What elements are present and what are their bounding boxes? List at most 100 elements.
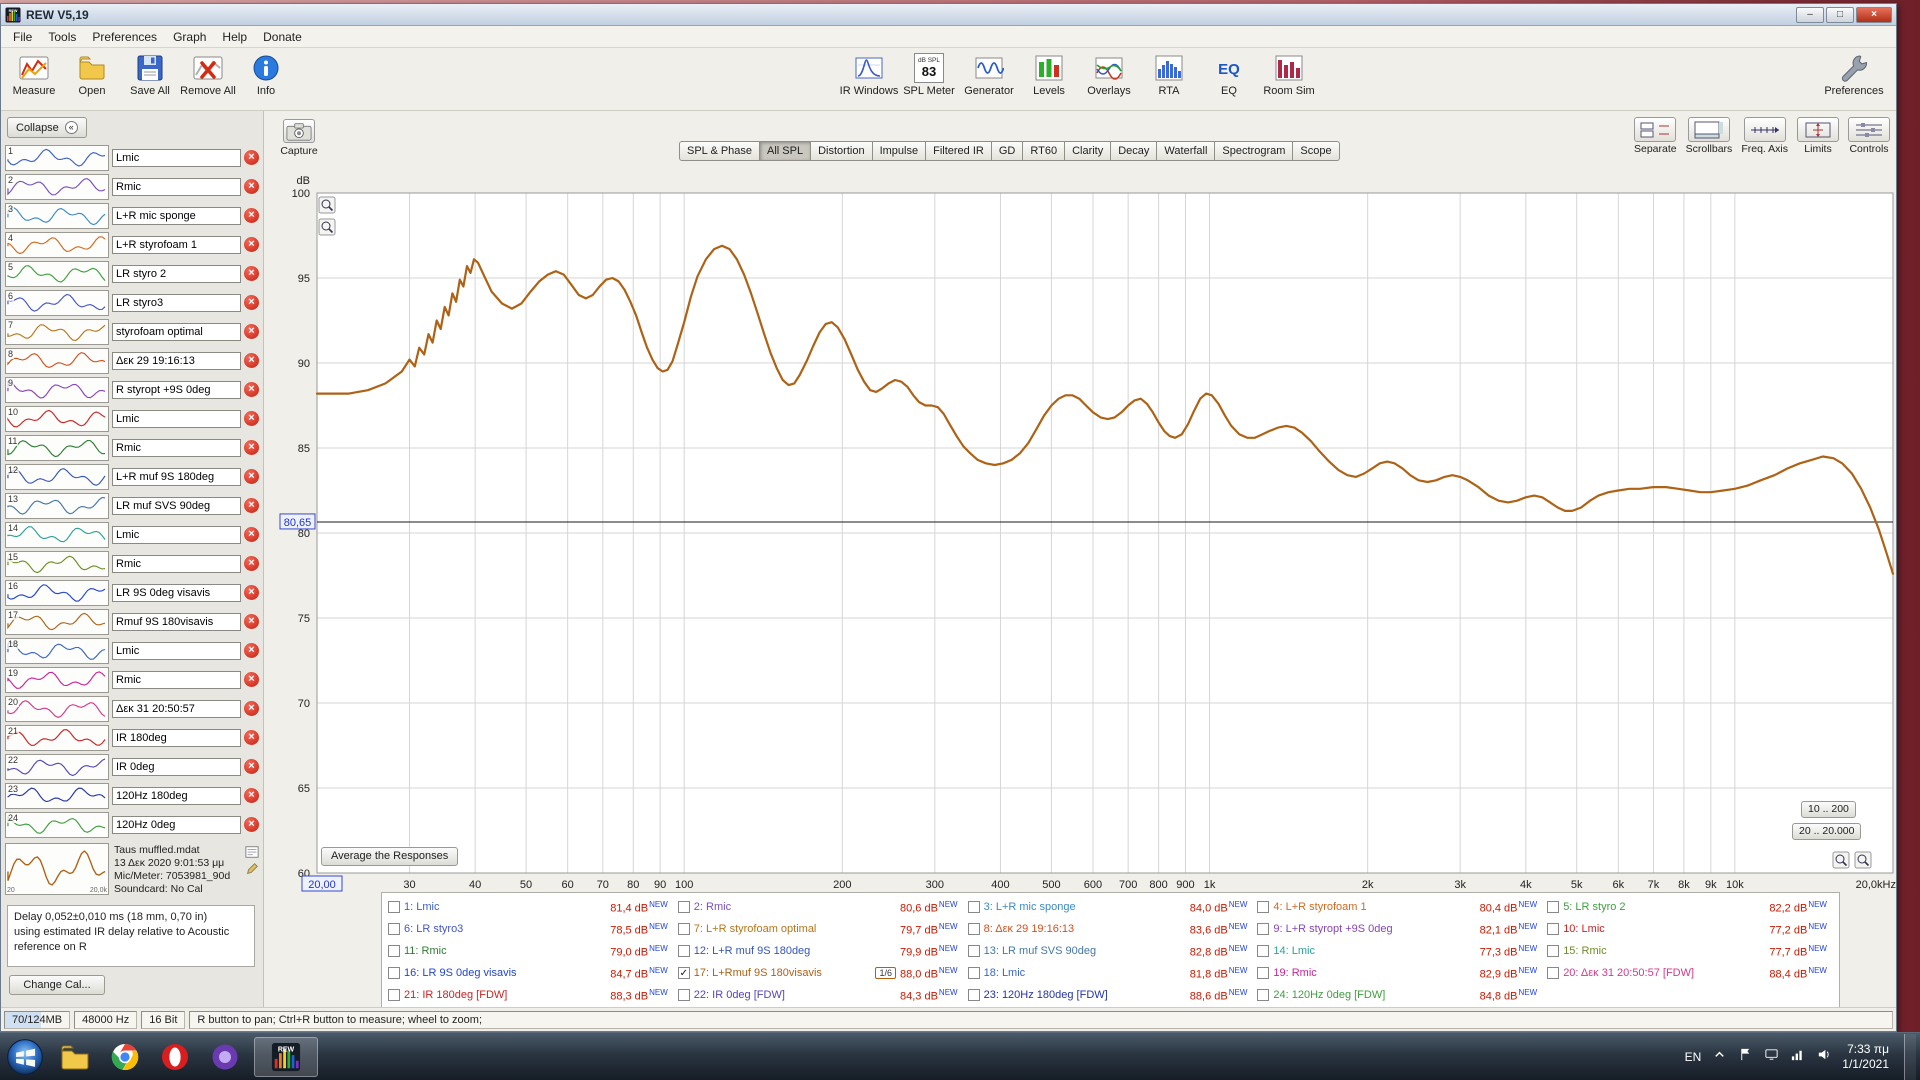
legend-checkbox[interactable] xyxy=(967,989,980,1001)
delete-measurement-button[interactable]: × xyxy=(244,759,259,774)
delete-measurement-button[interactable]: × xyxy=(244,469,259,484)
toolbar-ir-windows-button[interactable]: IR Windows xyxy=(839,51,899,97)
delete-measurement-button[interactable]: × xyxy=(244,817,259,832)
legend-checkbox[interactable] xyxy=(967,901,980,913)
volume-icon[interactable] xyxy=(1816,1047,1831,1067)
legend-checkbox[interactable] xyxy=(1547,901,1560,913)
measurement-name-input[interactable] xyxy=(112,757,241,776)
zoom-icon[interactable] xyxy=(318,196,336,214)
tab-spectrogram[interactable]: Spectrogram xyxy=(1215,141,1294,161)
graph-separate-button[interactable]: Separate xyxy=(1634,117,1677,155)
legend-name[interactable]: 20: Δεκ 31 20:50:57 [FDW] xyxy=(1563,967,1695,979)
measurement-thumbnail[interactable]: 11 xyxy=(5,434,109,461)
legend-checkbox[interactable] xyxy=(1257,945,1270,957)
legend-checkbox[interactable] xyxy=(967,945,980,957)
measurement-thumbnail[interactable]: 15 xyxy=(5,550,109,577)
legend-checkbox[interactable] xyxy=(1257,989,1270,1001)
measurement-thumbnail[interactable]: 16 xyxy=(5,579,109,606)
zoom-icon[interactable] xyxy=(1854,851,1872,869)
measurement-name-input[interactable] xyxy=(112,322,241,341)
chrome-icon[interactable] xyxy=(104,1036,146,1078)
legend-name[interactable]: 15: Rmic xyxy=(1563,945,1607,957)
legend-name[interactable]: 11: Rmic xyxy=(404,945,447,957)
chevron-up-icon[interactable] xyxy=(1712,1047,1727,1067)
capture-button[interactable]: Capture xyxy=(276,119,322,157)
delete-measurement-button[interactable]: × xyxy=(244,353,259,368)
legend-smoothing-badge[interactable]: 1/6 xyxy=(875,967,896,979)
measurement-name-input[interactable] xyxy=(112,786,241,805)
tab-all-spl[interactable]: All SPL xyxy=(760,141,812,161)
legend-name[interactable]: 19: Rmic xyxy=(1273,967,1317,979)
toolbar-generator-button[interactable]: Generator xyxy=(959,51,1019,97)
measurement-name-input[interactable] xyxy=(112,351,241,370)
measurement-name-input[interactable] xyxy=(112,409,241,428)
legend-name[interactable]: 14: Lmic xyxy=(1273,945,1315,957)
legend-name[interactable]: 16: LR 9S 0deg visavis xyxy=(404,967,517,979)
measurement-name-input[interactable] xyxy=(112,438,241,457)
legend-checkbox[interactable] xyxy=(388,989,400,1001)
display-icon[interactable] xyxy=(1764,1047,1779,1067)
toolbar-spl-meter-button[interactable]: dB SPL 83 SPL Meter xyxy=(899,51,959,97)
legend-checkbox[interactable] xyxy=(677,901,690,913)
measurement-thumbnail[interactable]: 10 xyxy=(5,405,109,432)
delete-measurement-button[interactable]: × xyxy=(244,150,259,165)
measurement-thumbnail[interactable]: 20 xyxy=(5,695,109,722)
pencil-icon[interactable] xyxy=(245,862,259,876)
measurement-thumbnail[interactable]: 2 xyxy=(5,173,109,200)
tab-impulse[interactable]: Impulse xyxy=(872,141,927,161)
toolbar-open-button[interactable]: Open xyxy=(63,51,121,97)
legend-name[interactable]: 4: L+R styrofoam 1 xyxy=(1273,901,1367,913)
delete-measurement-button[interactable]: × xyxy=(244,411,259,426)
delete-measurement-button[interactable]: × xyxy=(244,179,259,194)
delete-measurement-button[interactable]: × xyxy=(244,324,259,339)
legend-checkbox[interactable] xyxy=(1257,901,1270,913)
measurement-thumbnail[interactable]: 18 xyxy=(5,637,109,664)
show-desktop-button[interactable] xyxy=(1904,1033,1916,1080)
legend-checkbox[interactable] xyxy=(388,945,400,957)
measurement-name-input[interactable] xyxy=(112,206,241,225)
legend-checkbox[interactable] xyxy=(677,923,690,935)
legend-name[interactable]: 22: IR 0deg [FDW] xyxy=(693,989,785,1001)
tab-waterfall[interactable]: Waterfall xyxy=(1157,141,1216,161)
change-cal-button[interactable]: Change Cal... xyxy=(9,975,105,995)
legend-checkbox[interactable] xyxy=(388,967,400,979)
measurement-name-input[interactable] xyxy=(112,699,241,718)
legend-checkbox[interactable] xyxy=(1257,967,1270,979)
menu-help[interactable]: Help xyxy=(222,29,248,44)
legend-name[interactable]: 8: Δεκ 29 19:16:13 xyxy=(983,923,1075,935)
delete-measurement-button[interactable]: × xyxy=(244,788,259,803)
legend-name[interactable]: 24: 120Hz 0deg [FDW] xyxy=(1273,989,1386,1001)
edit-notes-icon[interactable] xyxy=(245,845,259,859)
legend-checkbox[interactable] xyxy=(677,989,690,1001)
measurement-thumbnail[interactable]: 8 xyxy=(5,347,109,374)
tab-filtered-ir[interactable]: Filtered IR xyxy=(926,141,992,161)
delete-measurement-button[interactable]: × xyxy=(244,643,259,658)
measurement-thumbnail[interactable]: 19 xyxy=(5,666,109,693)
legend-checkbox[interactable] xyxy=(1547,945,1560,957)
measurement-thumbnail[interactable]: 21 xyxy=(5,724,109,751)
measurement-name-input[interactable] xyxy=(112,264,241,283)
toolbar-info-button[interactable]: Info xyxy=(237,51,295,97)
collapse-button[interactable]: Collapse « xyxy=(7,117,87,138)
toolbar-preferences-button[interactable]: Preferences xyxy=(1814,51,1894,97)
legend-checkbox[interactable] xyxy=(967,967,980,979)
tab-spl-phase[interactable]: SPL & Phase xyxy=(679,141,761,161)
delete-measurement-button[interactable]: × xyxy=(244,614,259,629)
tab-clarity[interactable]: Clarity xyxy=(1065,141,1112,161)
measurement-thumbnail[interactable]: 4 xyxy=(5,231,109,258)
graph-limits-button[interactable]: Limits xyxy=(1797,117,1839,155)
legend-checkbox[interactable] xyxy=(677,945,690,957)
measurement-name-input[interactable] xyxy=(112,583,241,602)
menu-graph[interactable]: Graph xyxy=(173,29,207,44)
delete-measurement-button[interactable]: × xyxy=(244,527,259,542)
measurement-thumbnail[interactable]: 17 xyxy=(5,608,109,635)
measurement-name-input[interactable] xyxy=(112,148,241,167)
legend-checkbox[interactable] xyxy=(1547,967,1560,979)
legend-checkbox[interactable] xyxy=(1547,923,1560,935)
delete-measurement-button[interactable]: × xyxy=(244,585,259,600)
tab-distortion[interactable]: Distortion xyxy=(811,141,873,161)
legend-checkbox[interactable] xyxy=(388,901,400,913)
toolbar-eq-button[interactable]: EQ EQ xyxy=(1199,51,1259,97)
legend-name[interactable]: 21: IR 180deg [FDW] xyxy=(404,989,508,1001)
